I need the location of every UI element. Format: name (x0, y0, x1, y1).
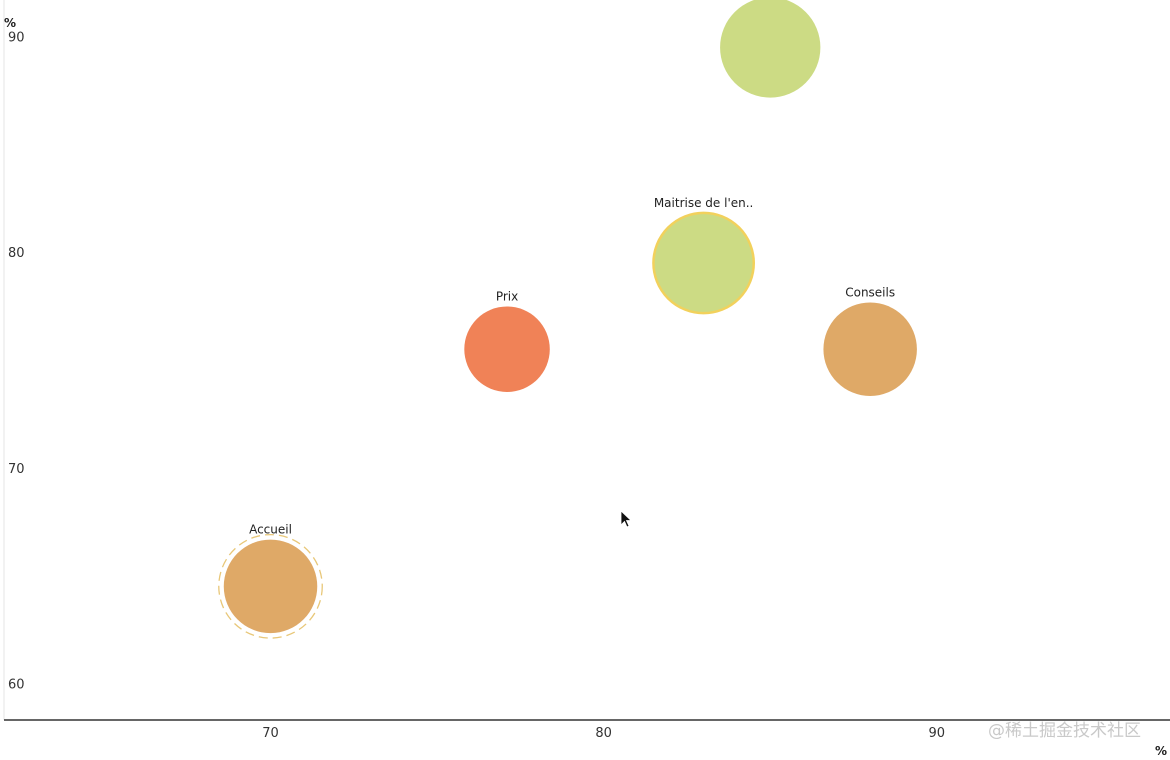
bubble-label: Maitrise de l'en.. (654, 196, 754, 210)
x-axis-unit-label: % (1155, 744, 1167, 758)
mouse-cursor-icon (620, 510, 633, 528)
x-tick-label: 80 (595, 726, 612, 741)
bubble-point[interactable]: Maitrise de l'en.. (652, 196, 756, 315)
bubble-point[interactable]: Accueil (218, 523, 323, 639)
y-axis-unit-label: % (4, 16, 16, 30)
bubble-circle[interactable] (223, 539, 318, 634)
bubble-point[interactable]: Interventions T.. (720, 0, 821, 98)
bubble-point[interactable]: Conseils (823, 285, 917, 396)
bubble-label: Prix (496, 289, 518, 303)
bubble-point[interactable]: Prix (464, 289, 550, 392)
y-tick-label: 70 (8, 462, 25, 477)
bubble-series: Accueil Prix Maitrise de l'en.. Interventio… (218, 0, 917, 639)
bubble-label: Accueil (249, 523, 292, 537)
y-tick-label: 80 (8, 246, 25, 261)
cursor-arrow-icon (620, 510, 633, 528)
bubble-label: Conseils (845, 285, 895, 299)
x-tick-label: 70 (262, 726, 279, 741)
watermark-text: @稀土掘金技术社区 (988, 721, 1141, 741)
tick-labels: 70 80 90 60 70 80 90 (8, 31, 945, 741)
y-tick-label: 90 (8, 31, 25, 46)
bubble-circle[interactable] (823, 302, 917, 396)
x-tick-label: 90 (929, 726, 946, 741)
bubble-circle[interactable] (652, 211, 756, 315)
bubble-hover-ring (218, 533, 323, 639)
axes: % % (3, 0, 1170, 758)
bubble-circle[interactable] (720, 0, 821, 98)
bubble-circle[interactable] (464, 306, 550, 392)
y-tick-label: 60 (8, 677, 25, 692)
